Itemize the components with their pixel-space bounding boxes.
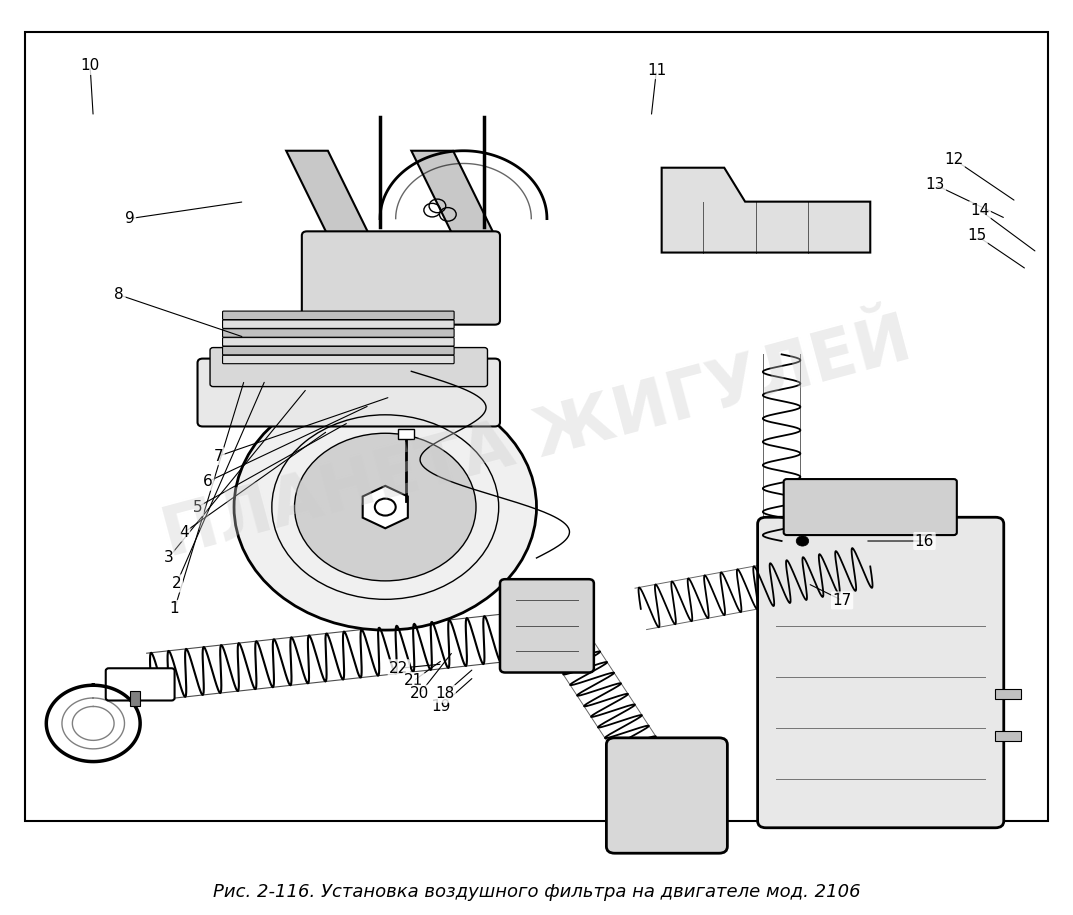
- Text: 4: 4: [179, 525, 189, 540]
- FancyBboxPatch shape: [222, 347, 454, 355]
- Text: 10: 10: [80, 59, 100, 73]
- Bar: [398, 429, 414, 439]
- Text: 14: 14: [970, 202, 989, 218]
- Text: 13: 13: [925, 178, 944, 192]
- Text: 19: 19: [431, 699, 451, 714]
- Polygon shape: [286, 151, 369, 235]
- Bar: [996, 689, 1021, 699]
- FancyBboxPatch shape: [222, 328, 454, 338]
- FancyBboxPatch shape: [222, 355, 454, 363]
- FancyBboxPatch shape: [302, 231, 500, 325]
- Text: 22: 22: [389, 661, 409, 676]
- Text: 20: 20: [410, 686, 429, 701]
- FancyBboxPatch shape: [606, 737, 727, 853]
- FancyBboxPatch shape: [222, 320, 454, 328]
- Circle shape: [294, 434, 476, 581]
- Polygon shape: [662, 167, 870, 253]
- Text: 16: 16: [915, 533, 935, 548]
- Text: 8: 8: [115, 287, 124, 303]
- FancyBboxPatch shape: [758, 517, 1003, 828]
- Bar: [996, 731, 1021, 741]
- FancyBboxPatch shape: [783, 479, 957, 535]
- Text: 9: 9: [124, 211, 134, 226]
- FancyBboxPatch shape: [500, 579, 593, 673]
- Circle shape: [234, 384, 536, 630]
- FancyBboxPatch shape: [222, 338, 454, 346]
- Polygon shape: [411, 151, 495, 235]
- Text: 21: 21: [403, 673, 423, 688]
- Bar: [130, 691, 141, 706]
- Text: 7: 7: [214, 448, 223, 464]
- Circle shape: [374, 499, 396, 515]
- FancyBboxPatch shape: [197, 359, 500, 426]
- Text: 3: 3: [163, 551, 173, 565]
- FancyBboxPatch shape: [210, 348, 487, 387]
- Text: 17: 17: [833, 593, 852, 608]
- Text: 1: 1: [170, 601, 179, 617]
- Text: 2: 2: [172, 576, 181, 591]
- Circle shape: [796, 536, 809, 546]
- Text: 18: 18: [435, 686, 454, 701]
- Text: 12: 12: [944, 152, 964, 167]
- Text: 5: 5: [193, 500, 203, 514]
- Text: Рис. 2-116. Установка воздушного фильтра на двигателе мод. 2106: Рис. 2-116. Установка воздушного фильтра…: [212, 883, 861, 901]
- Text: 11: 11: [647, 62, 666, 78]
- Text: 15: 15: [967, 228, 986, 243]
- Text: ПЛАНЕТА ЖИГУЛЕЙ: ПЛАНЕТА ЖИГУЛЕЙ: [156, 307, 917, 571]
- FancyBboxPatch shape: [222, 311, 454, 319]
- Text: 6: 6: [203, 474, 212, 490]
- FancyBboxPatch shape: [106, 668, 175, 701]
